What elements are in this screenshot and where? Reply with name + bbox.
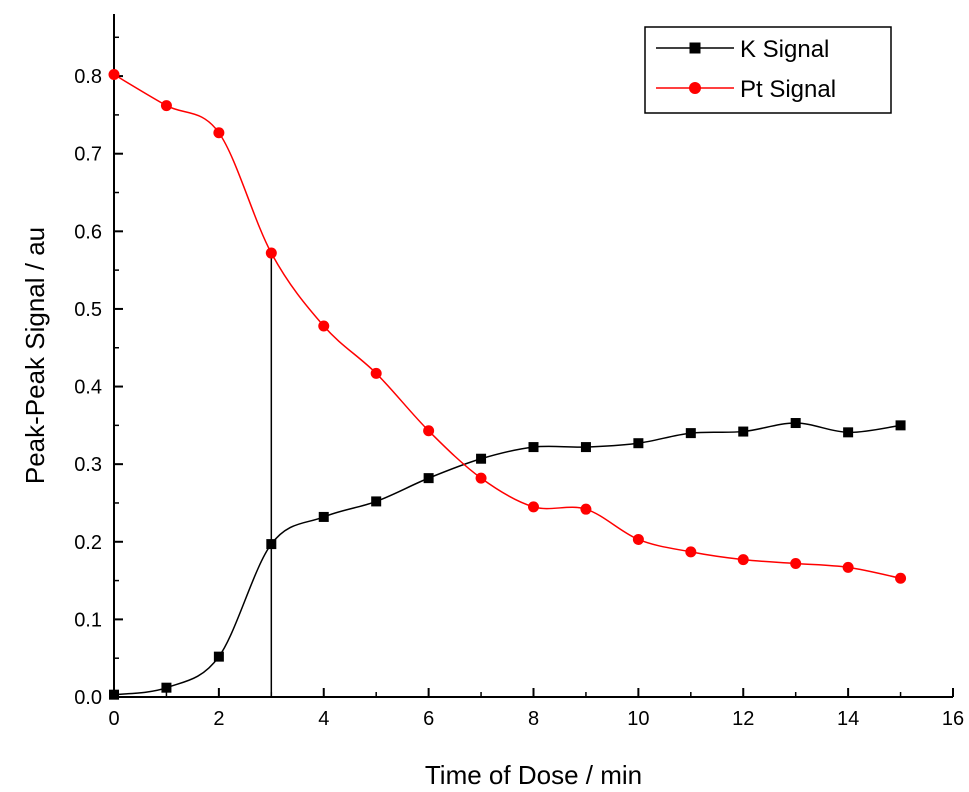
legend-item: Pt Signal [656, 76, 836, 103]
legend: K Signal Pt Signal [644, 26, 892, 114]
x-tick-label: 0 [108, 708, 119, 730]
y-tick-label: 0.8 [74, 66, 102, 88]
y-tick-label: 0.7 [74, 144, 102, 166]
x-tick-label: 6 [423, 708, 434, 730]
y-tick-label: 0.0 [74, 687, 102, 709]
data-point-square [685, 428, 696, 439]
series-1 [108, 69, 907, 584]
y-tick-label: 0.4 [74, 377, 102, 399]
data-point-circle [213, 127, 225, 139]
x-axis-title: Time of Dose / min [425, 760, 642, 790]
data-point-circle [108, 69, 120, 81]
y-tick-label: 0.3 [74, 454, 102, 476]
data-point-square [423, 473, 434, 484]
axes [113, 14, 953, 698]
data-point-square [790, 418, 801, 429]
y-axis-title: Peak-Peak Signal / au [20, 227, 50, 484]
legend-box [644, 26, 892, 114]
x-tick-label: 14 [837, 708, 859, 730]
y-axis-ticks: 0.0 0.1 0.2 0.3 0.4 0.5 0.6 0.7 0.8 [74, 36, 123, 709]
data-point-square [895, 420, 906, 431]
x-tick-label: 8 [528, 708, 539, 730]
y-tick-label: 0.2 [74, 532, 102, 554]
data-point-square [476, 453, 487, 464]
legend-marker-circle [689, 82, 701, 94]
series-group [108, 69, 907, 700]
data-point-circle [580, 503, 592, 515]
legend-item: K Signal [656, 36, 829, 63]
x-tick-label: 4 [318, 708, 329, 730]
x-tick-label: 12 [732, 708, 754, 730]
data-point-square [161, 682, 172, 693]
x-tick-label: 2 [213, 708, 224, 730]
legend-label: K Signal [740, 36, 829, 63]
y-tick-label: 0.1 [74, 609, 102, 631]
legend-marker-square [689, 42, 701, 54]
data-point-square [371, 496, 382, 507]
data-point-square [318, 511, 329, 522]
series-line [113, 73, 901, 579]
data-point-circle [475, 472, 487, 484]
data-point-circle [318, 320, 330, 332]
data-point-circle [265, 247, 277, 259]
series-line [113, 422, 901, 696]
series-0 [109, 418, 906, 700]
data-point-circle [160, 100, 172, 112]
data-point-square [528, 442, 539, 453]
data-point-circle [423, 425, 435, 437]
y-tick-label: 0.5 [74, 299, 102, 321]
data-point-square [738, 426, 749, 437]
data-point-circle [528, 501, 539, 513]
data-point-circle [790, 558, 802, 570]
x-tick-label: 10 [627, 708, 649, 730]
data-point-circle [370, 367, 382, 379]
x-axis-ticks: 0 2 4 6 8 10 12 14 16 [108, 688, 964, 730]
data-point-square [266, 539, 277, 550]
data-point-circle [842, 561, 854, 573]
data-point-circle [895, 572, 907, 584]
data-point-square [109, 689, 119, 700]
y-tick-label: 0.6 [74, 221, 102, 243]
data-point-circle [685, 546, 697, 558]
x-tick-label: 16 [942, 708, 964, 730]
data-point-square [843, 427, 854, 438]
legend-label: Pt Signal [740, 76, 836, 103]
data-point-circle [737, 554, 749, 566]
data-point-square [213, 651, 224, 662]
data-point-square [633, 438, 644, 449]
data-point-square [580, 442, 591, 453]
data-point-circle [632, 533, 644, 545]
